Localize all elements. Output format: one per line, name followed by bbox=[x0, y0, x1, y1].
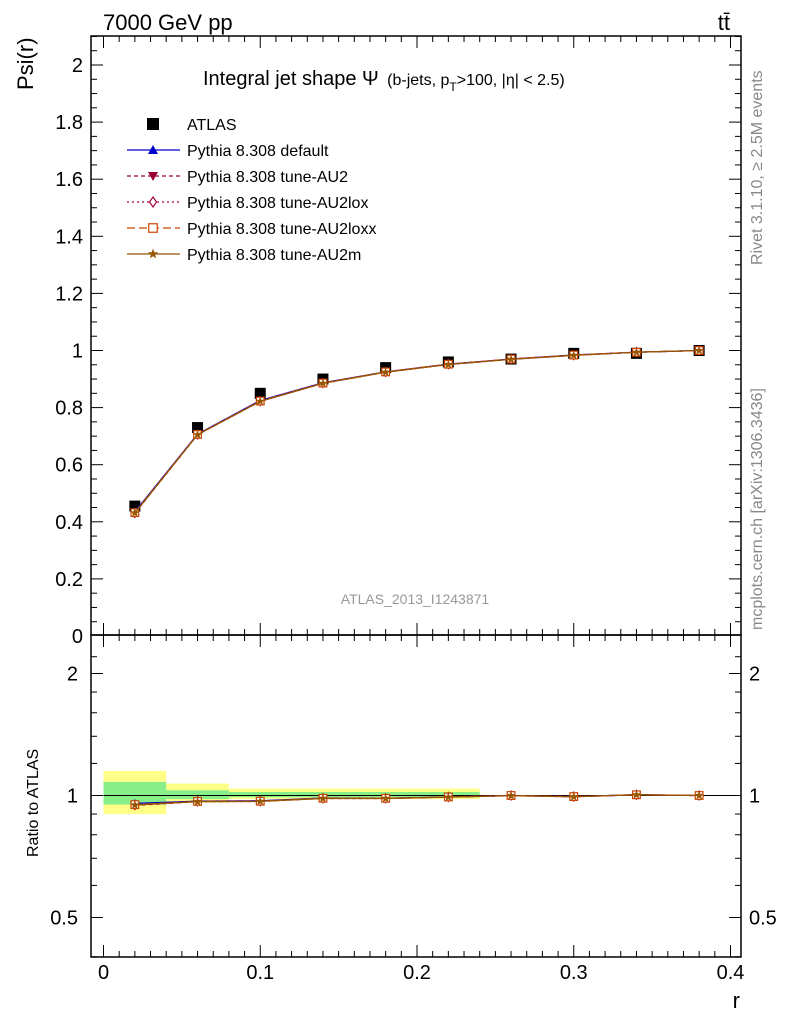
y-tick-label: 1.4 bbox=[55, 226, 83, 248]
ratio-y-axis-label: Ratio to ATLAS bbox=[25, 749, 42, 857]
series-point bbox=[443, 359, 454, 369]
y-tick-label: 0.6 bbox=[55, 455, 83, 477]
ratio-series-point bbox=[443, 792, 454, 802]
series-line bbox=[134, 349, 700, 514]
series-line bbox=[134, 349, 700, 514]
y-tick-label: 0.8 bbox=[55, 398, 83, 420]
y-tick-label: 2 bbox=[72, 55, 83, 77]
legend-label: Pythia 8.308 tune-AU2 bbox=[187, 169, 348, 186]
y-axis-label: Psi(r) bbox=[13, 37, 38, 90]
atlas-point bbox=[192, 422, 204, 434]
series-point bbox=[694, 345, 704, 355]
ratio-panel: 0 0.1 0.2 0.3 0.4 0.5 0.5 1 1 2 2 bbox=[50, 634, 777, 984]
series-point bbox=[255, 396, 265, 406]
ratio-tick-label: 2 bbox=[67, 664, 78, 686]
header-right: tt̄ bbox=[718, 10, 730, 35]
main-panel: 0 0.2 0.4 0.6 0.8 1 1.2 1.4 1.6 1.8 2 bbox=[55, 35, 742, 648]
legend-label: Pythia 8.308 tune-AU2lox bbox=[187, 195, 368, 212]
mcplots-label: mcplots.cern.ch [arXiv:1306.3436] bbox=[749, 388, 766, 630]
legend-marker-atlas bbox=[147, 118, 159, 130]
x-axis-label: r bbox=[733, 988, 740, 1013]
legend: ATLAS Pythia 8.308 default Pythia 8.308 tu… bbox=[127, 117, 376, 264]
ratio-tick-label: 1 bbox=[749, 786, 760, 808]
series-line bbox=[134, 349, 700, 514]
series-point bbox=[380, 367, 391, 377]
legend-label: Pythia 8.308 tune-AU2m bbox=[187, 247, 361, 264]
header-left: 7000 GeV pp bbox=[103, 10, 233, 35]
ratio-series-point bbox=[631, 789, 642, 799]
atlas-point bbox=[129, 500, 141, 512]
ratio-tick-label: 1 bbox=[67, 786, 78, 808]
series-point bbox=[192, 429, 203, 439]
ratio-band-inner bbox=[228, 792, 480, 798]
ratio-tick-label: 0.5 bbox=[749, 908, 777, 930]
legend-label-atlas: ATLAS bbox=[187, 117, 237, 134]
x-tick-label: 0.1 bbox=[246, 962, 274, 984]
rivet-label: Rivet 3.1.10, ≥ 2.5M events bbox=[749, 70, 766, 265]
legend-marker bbox=[148, 195, 158, 209]
series-point bbox=[318, 378, 328, 388]
y-tick-label: 0.2 bbox=[55, 569, 83, 591]
series-point bbox=[506, 354, 516, 364]
ratio-series-line bbox=[134, 794, 700, 806]
ratio-band-inner bbox=[103, 781, 167, 805]
ratio-series-point bbox=[318, 793, 328, 803]
ratio-series-point bbox=[130, 800, 140, 809]
ratio-band-inner bbox=[166, 790, 229, 800]
legend-marker bbox=[148, 172, 158, 181]
ratio-series-point bbox=[694, 790, 704, 800]
legend-marker bbox=[148, 223, 158, 233]
series-point bbox=[569, 350, 579, 360]
ratio-series-point bbox=[380, 793, 391, 803]
ratio-series-point bbox=[569, 791, 579, 801]
ratio-series-point bbox=[506, 790, 516, 800]
y-tick-label: 0 bbox=[72, 626, 83, 648]
legend-label: Pythia 8.308 tune-AU2loxx bbox=[187, 221, 376, 238]
atlas-point bbox=[254, 387, 266, 399]
ratio-tick-label: 2 bbox=[749, 664, 760, 686]
y-tick-label: 1.6 bbox=[55, 169, 83, 191]
legend-marker bbox=[147, 248, 159, 259]
legend-label: Pythia 8.308 default bbox=[187, 143, 329, 160]
y-tick-label: 1 bbox=[72, 341, 83, 363]
x-tick-label: 0 bbox=[98, 962, 109, 984]
x-tick-label: 0.4 bbox=[717, 962, 745, 984]
y-tick-label: 1.2 bbox=[55, 283, 83, 305]
y-tick-label: 0.4 bbox=[55, 512, 83, 534]
series-line bbox=[134, 349, 700, 513]
ratio-series-point bbox=[255, 796, 265, 806]
ratio-tick-label: 0.5 bbox=[50, 908, 78, 930]
series-point bbox=[130, 508, 140, 517]
x-tick-label: 0.3 bbox=[560, 962, 588, 984]
y-tick-label: 1.8 bbox=[55, 112, 83, 134]
series-point bbox=[631, 347, 642, 357]
x-tick-label: 0.2 bbox=[403, 962, 431, 984]
ratio-series-point bbox=[192, 796, 203, 806]
series-line bbox=[134, 349, 700, 514]
legend-marker bbox=[148, 145, 158, 154]
analysis-watermark: ATLAS_2013_I1243871 bbox=[341, 591, 490, 607]
chart-title: Integral jet shape Ψ (b-jets, pT>100, |η… bbox=[203, 68, 565, 94]
